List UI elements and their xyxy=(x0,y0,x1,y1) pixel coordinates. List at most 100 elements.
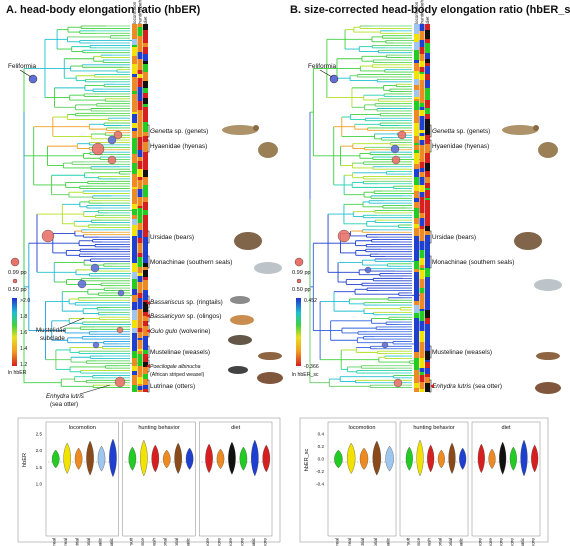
trait-cell xyxy=(414,208,419,218)
trait-cell xyxy=(143,267,148,270)
violin-group-title: hunting behavior xyxy=(138,425,180,431)
violin-category-label: aquatic xyxy=(520,537,525,546)
trait-cell xyxy=(414,322,419,332)
trait-column-header: diet xyxy=(425,16,430,24)
trait-cell xyxy=(132,91,137,94)
trait-cell xyxy=(419,235,425,241)
trait-cell xyxy=(137,293,143,298)
violin xyxy=(334,449,343,469)
trait-cell xyxy=(419,154,425,162)
trait-cell xyxy=(143,136,148,142)
trait-cell xyxy=(132,112,137,114)
trait-cell xyxy=(137,287,143,293)
violin xyxy=(151,444,160,473)
trait-cell xyxy=(425,260,430,268)
trait-cell xyxy=(425,98,430,100)
clade-label: Mustelinae (weasels) xyxy=(432,349,492,356)
trait-cell xyxy=(137,118,143,128)
trait-cell xyxy=(132,56,137,64)
trait-cell xyxy=(425,247,430,251)
colorbar-label: ln hbER xyxy=(8,370,27,376)
trait-cell xyxy=(137,328,143,332)
trait-cell xyxy=(425,88,430,98)
violin-ytick: 2.5 xyxy=(36,432,43,437)
node-circle xyxy=(90,263,100,273)
trait-cell xyxy=(419,375,425,382)
violin-category-label: ambush xyxy=(151,538,156,546)
violin-ytick: 2.0 xyxy=(36,448,43,453)
trait-cell xyxy=(425,374,430,377)
trait-cell xyxy=(414,143,419,145)
hyena-illustration xyxy=(538,142,558,158)
trait-cell xyxy=(414,133,419,136)
violin-group-box xyxy=(471,421,541,537)
trait-cell xyxy=(137,206,143,208)
trait-cell xyxy=(137,144,143,150)
violin-group-box xyxy=(327,421,397,537)
trait-cell xyxy=(137,338,143,340)
violin xyxy=(359,447,369,470)
trait-cell xyxy=(419,80,425,85)
trait-cell xyxy=(419,368,425,372)
trait-cell xyxy=(132,229,137,236)
violin-category-label: carnivore xyxy=(477,538,482,546)
trait-cell xyxy=(137,189,143,197)
trait-cell xyxy=(414,236,419,246)
trait-cell xyxy=(137,150,143,157)
trait-cell xyxy=(143,277,148,280)
seal-illustration xyxy=(254,262,282,274)
trait-cell xyxy=(143,249,148,254)
trait-cell xyxy=(425,209,430,219)
trait-cell xyxy=(419,54,425,61)
clade-label: Poecilogale albinucha xyxy=(150,364,201,370)
violin xyxy=(262,444,271,473)
trait-cell xyxy=(419,140,425,145)
trait-cell xyxy=(419,342,425,345)
trait-cell xyxy=(132,104,137,112)
trait-cell xyxy=(132,163,137,169)
genet-illustration xyxy=(222,125,258,135)
clade-bracket xyxy=(147,345,150,359)
violin-category-label: aquatic xyxy=(251,537,256,546)
wolverine-illustration xyxy=(228,335,252,345)
violin-category-label: pounce xyxy=(416,538,421,546)
violin-category-label: pursuit xyxy=(128,537,133,546)
trait-cell xyxy=(132,366,137,371)
violin-ylabel: hbER_sc xyxy=(304,448,310,471)
trait-cell xyxy=(132,375,137,385)
node-circle xyxy=(393,378,403,388)
trait-cell xyxy=(143,93,148,96)
trait-cell xyxy=(132,272,137,279)
trait-cell xyxy=(425,332,430,342)
trait-cell xyxy=(425,188,430,190)
trait-cell xyxy=(419,192,425,197)
trait-column-header: locomotion xyxy=(414,1,419,24)
trait-cell xyxy=(132,131,137,138)
violin-category-label: semi-fossorial xyxy=(86,538,91,546)
trait-cell xyxy=(425,144,430,153)
weasel-illustration xyxy=(258,352,282,360)
violin xyxy=(520,439,528,477)
trait-cell xyxy=(425,223,430,226)
trait-cell xyxy=(425,183,430,188)
trait-cell xyxy=(132,189,137,194)
trait-cell xyxy=(132,128,137,131)
trait-cell xyxy=(419,116,425,124)
violin xyxy=(251,439,259,477)
clade-label: Ursidae (bears) xyxy=(432,234,476,241)
trait-cell xyxy=(143,170,148,177)
violin xyxy=(216,448,225,470)
trait-cell xyxy=(419,353,425,358)
trait-cell xyxy=(414,202,419,208)
violin-category-label: herbivore xyxy=(239,538,244,546)
trait-cell xyxy=(419,103,425,107)
trait-cell xyxy=(419,241,425,250)
colorbar-tick: 1.6 xyxy=(20,330,27,336)
node-circle xyxy=(107,135,117,145)
trait-cell xyxy=(137,128,143,135)
trait-cell xyxy=(419,311,425,321)
trait-cell xyxy=(143,54,148,61)
trait-cell xyxy=(143,237,148,239)
trait-cell xyxy=(414,379,419,383)
